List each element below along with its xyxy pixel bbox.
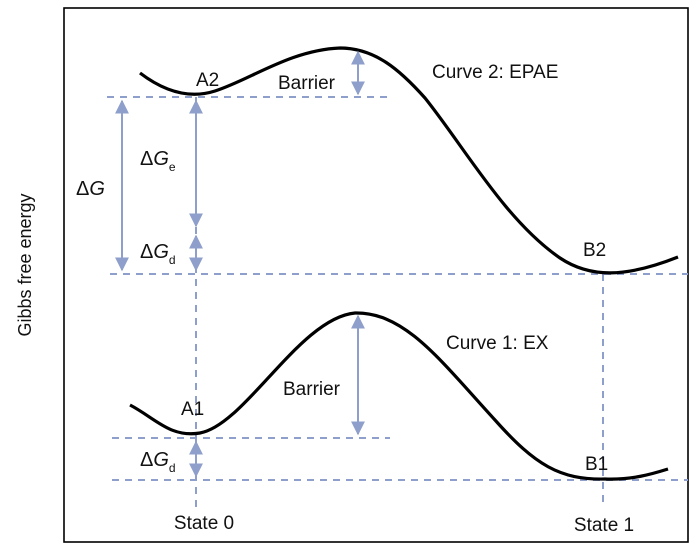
delta-g-label: ΔG [76,178,105,200]
curve2-line [139,46,679,275]
delta-gd-top-label: ΔGd [140,241,176,267]
delta-gd-top-symbol: Δ [140,241,153,263]
curve1-start-label: A1 [181,399,204,420]
arrows [115,50,365,478]
curve1-line [129,311,669,481]
curve1-barrier-label: Barrier [283,379,341,400]
guide-lines [107,96,688,508]
delta-g-symbol: Δ [76,178,89,200]
curve2-start-label: A2 [196,70,219,91]
delta-ge-label: ΔGe [140,148,176,174]
delta-gd-bottom-var: G [153,449,169,471]
curve2-barrier-label: Barrier [278,73,336,94]
delta-ge-symbol: Δ [140,148,153,170]
delta-gd-top-sub: d [169,253,176,267]
curve2-end-label: B2 [583,240,606,261]
delta-gd-bottom-symbol: Δ [140,449,153,471]
curve2-title: Curve 2: EPAE [432,62,558,83]
state0-label: State 0 [174,513,234,534]
delta-ge-sub: e [169,160,176,174]
curve1-end-label: B1 [585,454,608,475]
delta-gd-bottom-label: ΔGd [140,449,176,475]
delta-gd-top-var: G [153,241,169,263]
delta-ge-var: G [153,148,169,170]
state1-label: State 1 [574,515,634,536]
delta-gd-bottom-sub: d [169,461,176,475]
curve1-title: Curve 1: EX [446,333,549,354]
delta-g-var: G [89,178,105,200]
y-axis-label: Gibbs free energy [15,193,35,336]
